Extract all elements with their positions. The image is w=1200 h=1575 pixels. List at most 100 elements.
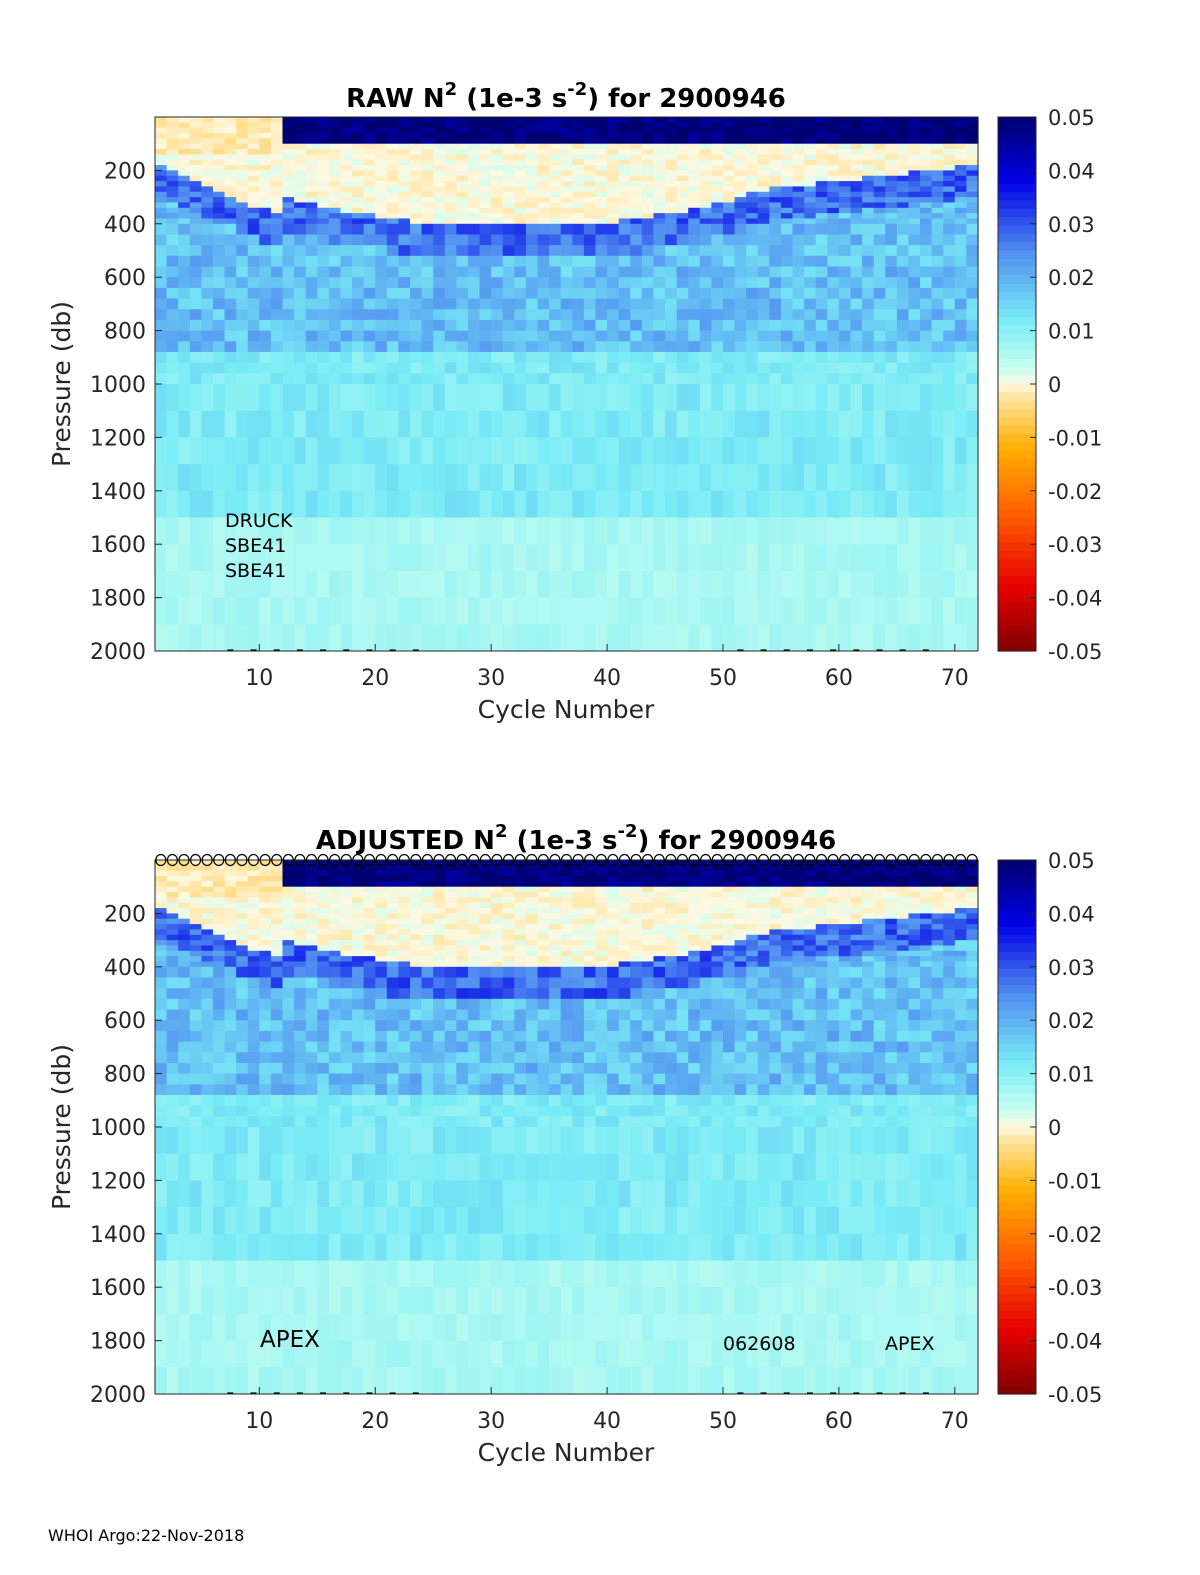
heatmap-cell (410, 924, 423, 931)
heatmap-cell (386, 913, 400, 920)
heatmap-cell (201, 1041, 214, 1053)
heatmap-cell (433, 892, 446, 898)
heatmap-cell (444, 1105, 457, 1117)
heatmap-cell (491, 154, 504, 161)
heatmap-cell (769, 181, 782, 188)
heatmap-cell (537, 1030, 550, 1043)
heatmap-cell (757, 218, 770, 225)
heatmap-cell (908, 122, 921, 129)
heatmap-cell (201, 266, 214, 278)
heatmap-cell (363, 517, 376, 545)
heatmap-cell (746, 330, 759, 342)
heatmap-cell (479, 234, 492, 246)
heatmap-cell (734, 517, 747, 545)
heatmap-cell (236, 1094, 249, 1107)
heatmap-cell (270, 966, 284, 979)
heatmap-cell (294, 977, 307, 989)
heatmap-cell (294, 950, 307, 957)
heatmap-cell (896, 127, 910, 134)
heatmap-cell (259, 330, 272, 342)
heatmap-cell (386, 988, 400, 1000)
heatmap-cell (294, 892, 307, 898)
heatmap-cell (769, 319, 782, 332)
heatmap-cell (525, 624, 539, 652)
heatmap-cell (166, 1153, 179, 1181)
heatmap-cell (178, 1260, 191, 1288)
heatmap-cell (305, 865, 318, 872)
heatmap-cell (375, 1233, 388, 1262)
heatmap-cell (212, 138, 226, 145)
heatmap-cell (769, 277, 782, 289)
heatmap-cell (270, 175, 284, 182)
heatmap-cell (920, 127, 933, 134)
heatmap-cell (792, 202, 805, 209)
heatmap-cell (386, 918, 400, 925)
heatmap-cell (363, 597, 376, 625)
heatmap-cell (873, 384, 886, 412)
heatmap-cell (386, 1073, 400, 1085)
heatmap-cell (804, 202, 817, 209)
heatmap-cell (885, 154, 898, 161)
heatmap-cell (862, 624, 875, 652)
heatmap-cell (375, 309, 388, 321)
heatmap-cell (966, 309, 979, 321)
heatmap-cell (398, 1009, 411, 1021)
heatmap-cell (618, 175, 631, 182)
heatmap-cell (757, 117, 770, 123)
heatmap-cell (734, 298, 747, 310)
heatmap-cell (757, 384, 770, 412)
heatmap-cell (282, 517, 295, 545)
heatmap-cell (549, 213, 562, 220)
heatmap-cell (421, 597, 434, 625)
heatmap-cell (780, 330, 794, 342)
heatmap-cell (467, 897, 481, 904)
heatmap-cell (328, 892, 342, 898)
heatmap-cell (398, 1094, 411, 1107)
heatmap-cell (155, 138, 168, 145)
heatmap-cell (386, 330, 400, 342)
heatmap-cell (572, 186, 585, 193)
heatmap-cell (780, 245, 794, 257)
heatmap-cell (676, 309, 689, 321)
heatmap-cell (155, 298, 168, 310)
heatmap-cell (607, 330, 620, 342)
heatmap-cell (699, 255, 712, 268)
heatmap-cell (908, 234, 921, 246)
heatmap-cell (467, 384, 481, 412)
heatmap-cell (444, 1094, 457, 1107)
heatmap-cell (525, 956, 539, 963)
heatmap-cell (352, 1260, 365, 1288)
heatmap-cell (525, 544, 539, 572)
heatmap-cell (838, 117, 852, 123)
heatmap-cell (873, 245, 886, 257)
colorbar-band (998, 208, 1036, 218)
heatmap-cell (711, 309, 724, 321)
heatmap-cell (294, 255, 307, 268)
heatmap-cell (665, 245, 678, 257)
heatmap-cell (328, 122, 342, 129)
heatmap-cell (885, 330, 898, 342)
heatmap-cell (572, 902, 585, 909)
heatmap-cell (212, 1116, 226, 1128)
heatmap-cell (270, 170, 284, 177)
heatmap-cell (479, 886, 492, 893)
heatmap-cell (178, 624, 191, 652)
heatmap-cell (247, 902, 260, 909)
heatmap-cell (386, 1233, 400, 1262)
heatmap-cell (421, 1287, 434, 1315)
heatmap-cell (212, 197, 226, 204)
heatmap-cell (757, 165, 770, 171)
heatmap-cell (688, 490, 701, 519)
heatmap-cell (734, 213, 747, 220)
heatmap-cell (862, 341, 875, 353)
heatmap-cell (363, 1062, 376, 1075)
x-tick-label: 70 (941, 666, 969, 691)
heatmap-cell (375, 913, 388, 920)
heatmap-cell (769, 213, 782, 220)
heatmap-cell (444, 255, 457, 268)
heatmap-cell (931, 597, 944, 625)
heatmap-cell (688, 122, 701, 129)
heatmap-cell (375, 437, 388, 465)
heatmap-cell (340, 202, 353, 209)
heatmap-cell (270, 165, 284, 171)
